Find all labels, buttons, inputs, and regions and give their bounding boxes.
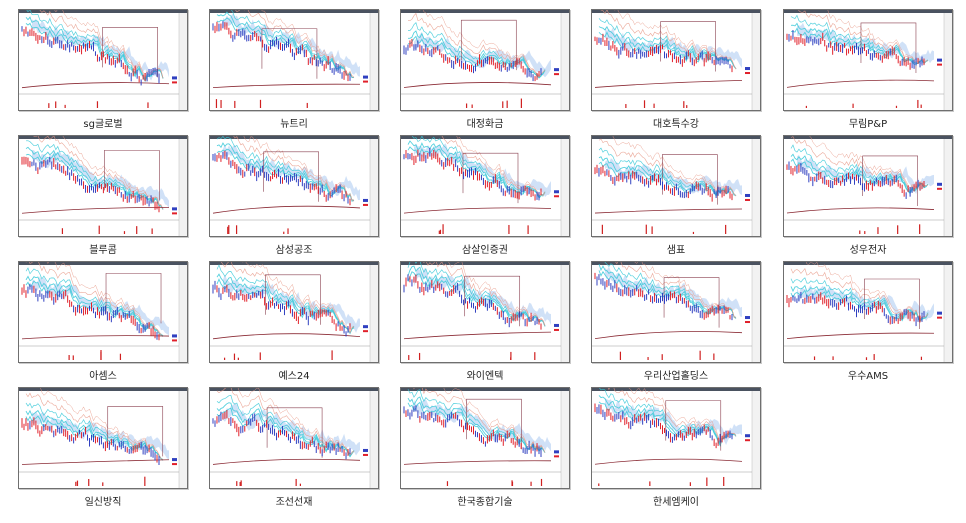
thumbnail-caption: sg글로벌 xyxy=(83,119,123,130)
chart-thumbnail-image[interactable] xyxy=(18,261,188,363)
stock-chart-graphic xyxy=(19,262,187,362)
chart-thumbnail[interactable]: sg글로벌 xyxy=(18,9,188,130)
stock-chart-graphic xyxy=(210,10,378,110)
thumbnail-caption: 성우전자 xyxy=(849,245,887,256)
stock-chart-graphic xyxy=(592,388,760,488)
chart-thumbnail[interactable]: 성우전자 xyxy=(783,135,953,256)
thumbnail-caption: 일신방직 xyxy=(84,497,122,508)
chart-thumbnail[interactable]: 대정화금 xyxy=(400,9,570,130)
chart-thumbnail[interactable]: 뉴트리 xyxy=(209,9,379,130)
stock-chart-graphic xyxy=(210,136,378,236)
chart-thumbnail[interactable]: 일신방직 xyxy=(18,387,188,508)
stock-chart-graphic xyxy=(592,262,760,362)
thumbnail-caption: 한세엠케이 xyxy=(653,497,699,508)
chart-thumbnail-image[interactable] xyxy=(400,9,570,111)
chart-thumbnail[interactable]: 한국종합기술 xyxy=(400,387,570,508)
chart-thumbnail-image[interactable] xyxy=(209,261,379,363)
thumbnail-caption: 조선선재 xyxy=(275,497,313,508)
chart-thumbnail[interactable]: 아셈스 xyxy=(18,261,188,382)
chart-thumbnail[interactable]: 예스24 xyxy=(209,261,379,382)
chart-thumbnail[interactable]: 삼살인증권 xyxy=(400,135,570,256)
chart-thumbnail-image[interactable] xyxy=(591,261,761,363)
stock-chart-graphic xyxy=(784,262,952,362)
thumbnail-caption: 삼살인증권 xyxy=(462,245,508,256)
stock-chart-graphic xyxy=(592,10,760,110)
stock-chart-graphic xyxy=(401,388,569,488)
stock-chart-graphic xyxy=(210,388,378,488)
stock-chart-graphic xyxy=(19,136,187,236)
chart-thumbnail[interactable]: 한세엠케이 xyxy=(591,387,761,508)
chart-thumbnail[interactable]: 우리산업홀딩스 xyxy=(591,261,761,382)
chart-thumbnail[interactable]: 삼성공조 xyxy=(209,135,379,256)
chart-thumbnail-image[interactable] xyxy=(209,387,379,489)
stock-chart-graphic xyxy=(784,136,952,236)
stock-chart-graphic xyxy=(19,388,187,488)
chart-thumbnail[interactable]: 조선선재 xyxy=(209,387,379,508)
chart-thumbnail-image[interactable] xyxy=(400,387,570,489)
chart-thumbnail-image[interactable] xyxy=(18,387,188,489)
chart-thumbnail[interactable]: 샘표 xyxy=(591,135,761,256)
stock-chart-graphic xyxy=(401,10,569,110)
thumbnail-caption: 대호특수강 xyxy=(653,119,699,130)
chart-thumbnail-image[interactable] xyxy=(783,9,953,111)
stock-chart-graphic xyxy=(401,262,569,362)
chart-thumbnail-image[interactable] xyxy=(209,9,379,111)
thumbnail-caption: 아셈스 xyxy=(89,371,117,382)
stock-chart-graphic xyxy=(19,10,187,110)
thumbnail-caption: 삼성공조 xyxy=(275,245,313,256)
chart-thumbnail-image[interactable] xyxy=(400,135,570,237)
thumbnail-caption: 샘표 xyxy=(666,245,686,256)
thumbnail-caption: 뉴트리 xyxy=(280,119,308,130)
thumbnail-caption: 예스24 xyxy=(278,371,310,382)
thumbnail-caption: 무림P&P xyxy=(848,119,888,130)
chart-thumbnail[interactable]: 블루콤 xyxy=(18,135,188,256)
chart-thumbnail[interactable]: 우수AMS xyxy=(783,261,953,382)
stock-chart-graphic xyxy=(210,262,378,362)
thumbnail-caption: 한국종합기술 xyxy=(457,497,513,508)
chart-thumbnail-image[interactable] xyxy=(783,261,953,363)
chart-thumbnail-image[interactable] xyxy=(591,387,761,489)
chart-thumbnail[interactable]: 와이엔텍 xyxy=(400,261,570,382)
stock-chart-graphic xyxy=(401,136,569,236)
chart-thumbnail-image[interactable] xyxy=(783,135,953,237)
chart-thumbnail[interactable]: 무림P&P xyxy=(783,9,953,130)
chart-thumbnail-image[interactable] xyxy=(18,9,188,111)
stock-chart-graphic xyxy=(592,136,760,236)
chart-thumbnail-image[interactable] xyxy=(209,135,379,237)
thumbnail-caption: 와이엔텍 xyxy=(466,371,504,382)
chart-thumbnail-image[interactable] xyxy=(591,9,761,111)
thumbnail-caption: 대정화금 xyxy=(466,119,504,130)
chart-thumbnail-image[interactable] xyxy=(400,261,570,363)
thumbnail-caption: 블루콤 xyxy=(89,245,117,256)
chart-thumbnail[interactable]: 대호특수강 xyxy=(591,9,761,130)
stock-chart-graphic xyxy=(784,10,952,110)
thumbnail-caption: 우수AMS xyxy=(847,371,889,382)
chart-thumbnail-image[interactable] xyxy=(18,135,188,237)
chart-thumbnail-image[interactable] xyxy=(591,135,761,237)
thumbnail-caption: 우리산업홀딩스 xyxy=(643,371,709,382)
